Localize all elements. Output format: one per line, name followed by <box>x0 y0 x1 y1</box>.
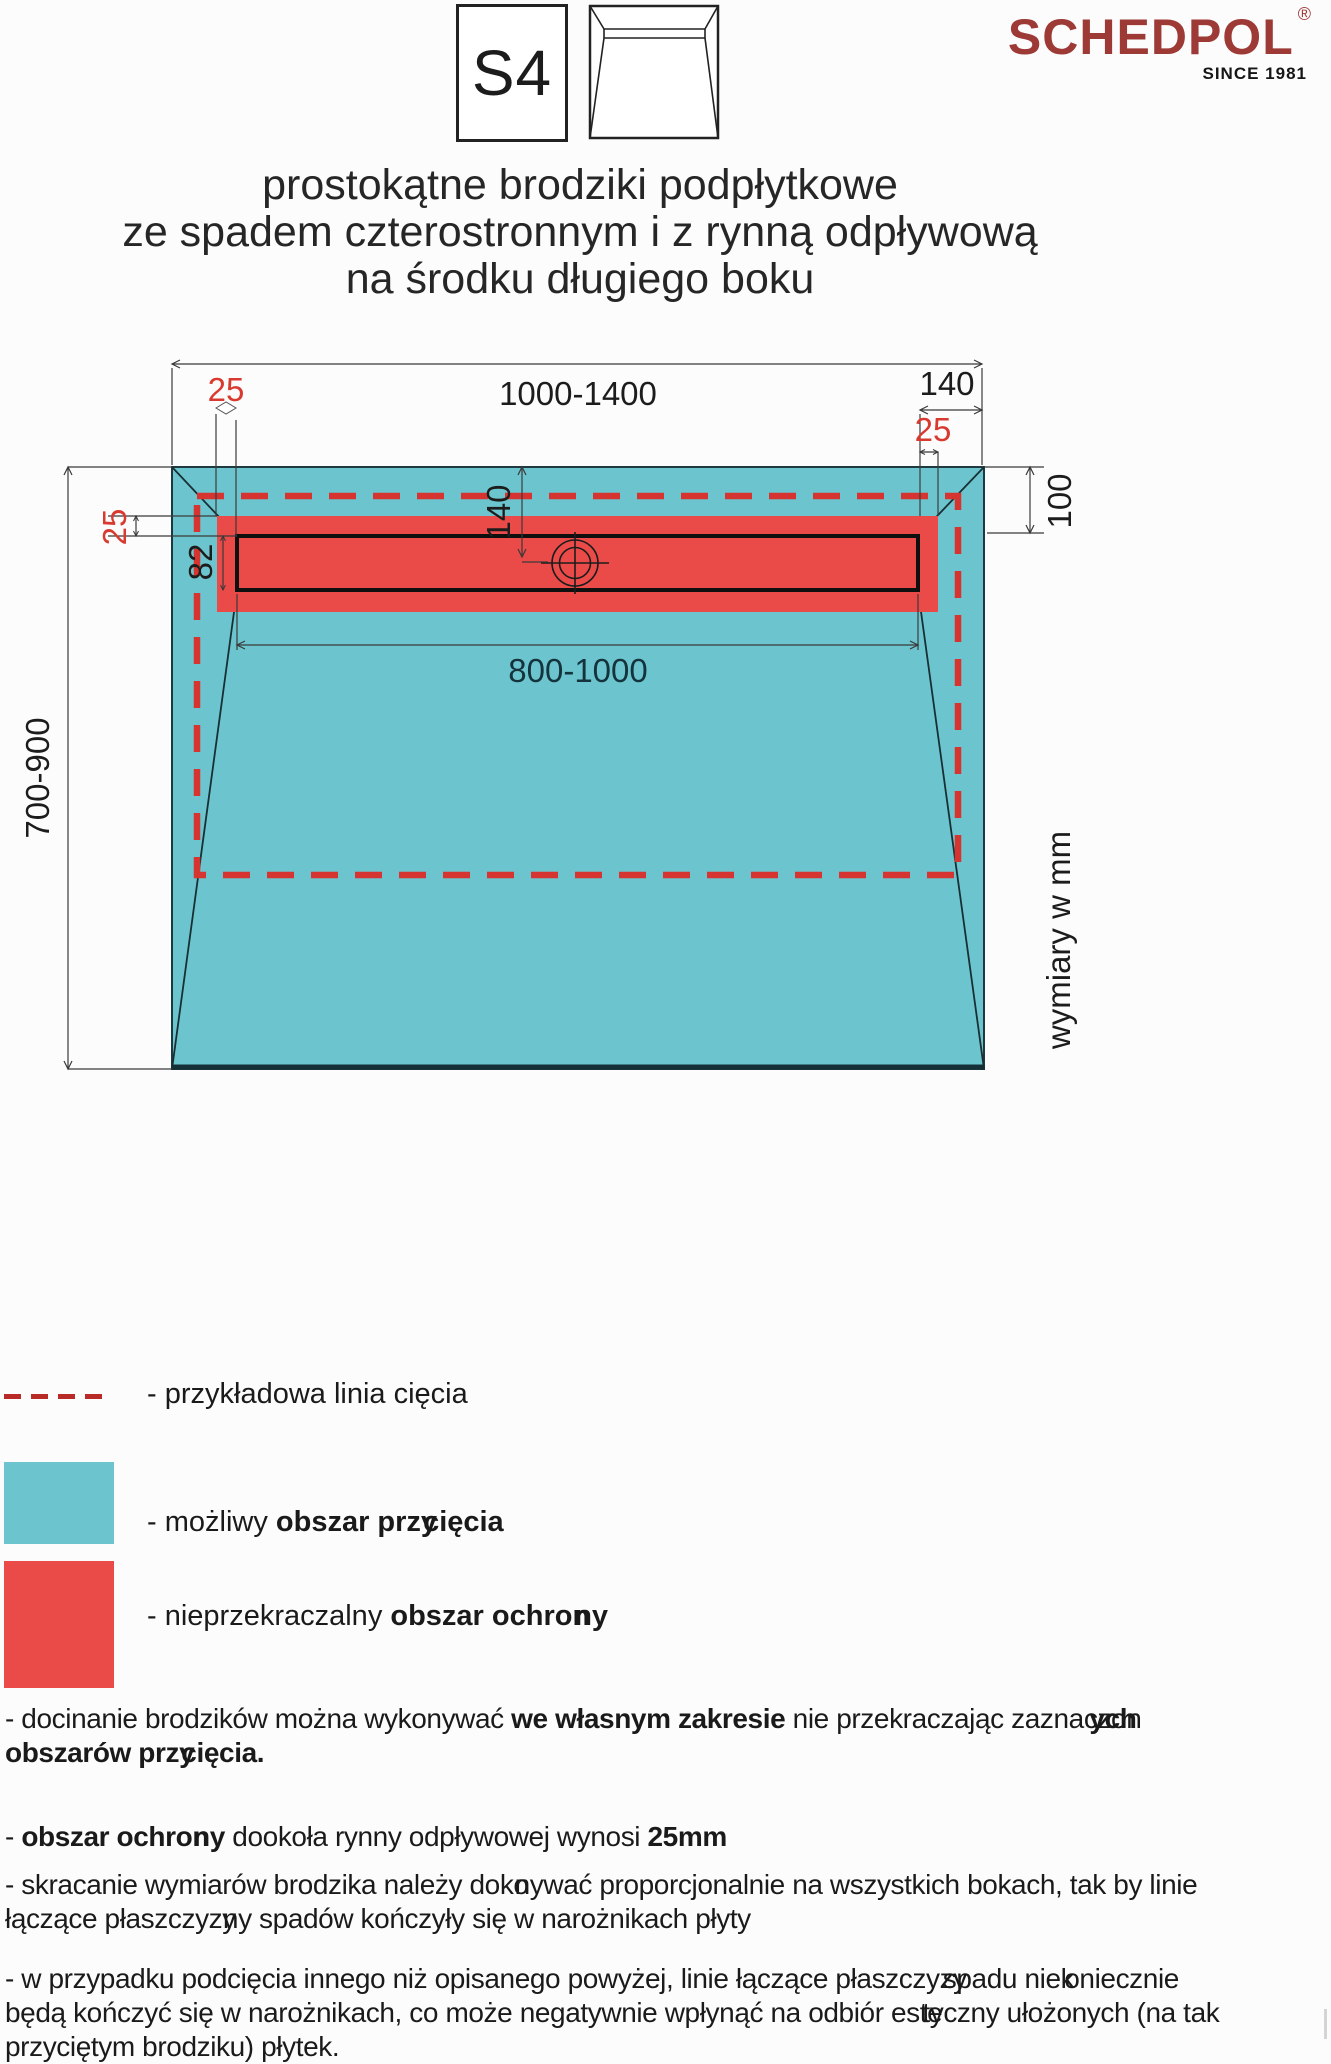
legend-cut-line-label: - przykładowa linia cięcia <box>147 1378 468 1410</box>
micro-watermark <box>1324 2009 1327 2039</box>
note-line: przyciętym brodziku) płytek. <box>5 2031 340 2062</box>
dim-right-offset: 140 <box>919 364 975 402</box>
note-line: - w przypadku podcięcia innego niż opisa… <box>5 1963 1179 1994</box>
legend-trim-area-label: - możliwy obszar przycięcia <box>147 1506 504 1538</box>
dim-channel-width: 800-1000 <box>508 651 648 689</box>
page-title-line2: ze spadem czterostronnym i z rynną odpły… <box>122 208 1038 256</box>
note-trimming: - docinanie brodzików można wykonywać we… <box>5 1702 1325 1770</box>
brand-logo: SCHEDPOL ® SINCE 1981 <box>947 4 1311 84</box>
note-line: - docinanie brodzików można wykonywać we… <box>5 1703 1142 1734</box>
units-note: wymiary w mm <box>1039 830 1077 1050</box>
brand-since: SINCE 1981 <box>1202 64 1307 83</box>
legend-trim-area-swatch <box>4 1462 114 1544</box>
dim-protect-left: 25 <box>95 508 133 546</box>
registered-mark: ® <box>1297 4 1311 24</box>
drain-symbol <box>541 532 609 594</box>
note-line: będą kończyć się w narożnikach, co może … <box>5 1997 1220 2028</box>
legend-protect-area-label: - nieprzekraczalny obszar ochronny <box>147 1600 609 1632</box>
dim-top-edge-offset: 100 <box>1040 473 1078 529</box>
note-proportional-cut: - skracanie wymiarów brodzika należy dok… <box>5 1868 1325 1936</box>
dim-protect-top-left: 25 <box>207 370 245 408</box>
dim-channel-height: 82 <box>181 543 219 581</box>
dimension-lines <box>63 359 1044 1071</box>
legend-cut-line-swatch <box>4 1394 112 1399</box>
dim-top-width: 1000-1400 <box>499 374 657 412</box>
note-line: łączące płaszczyzyny spadów kończyły się… <box>5 1903 751 1934</box>
brand-logo-text: SCHEDPOL <box>1007 9 1294 65</box>
note-line: - obszar ochronny dookoła rynny odpływow… <box>5 1821 727 1852</box>
note-other-cuts: - w przypadku podcięcia innego niż opisa… <box>5 1962 1325 2064</box>
product-code-box: S4 <box>456 4 568 142</box>
product-code: S4 <box>471 37 553 109</box>
note-protection-zone: - obszar ochronny dookoła rynny odpływow… <box>5 1820 1325 1854</box>
dim-center-offset: 140 <box>479 484 517 540</box>
page-title: prostokątne brodziki podpłytkowe ze spad… <box>0 162 1160 303</box>
dim-side-height: 700-900 <box>18 717 56 839</box>
dim-protect-right: 25 <box>914 410 952 448</box>
drain-channel <box>235 534 920 592</box>
note-line: - skracanie wymiarów brodzika należy dok… <box>5 1869 1198 1900</box>
note-line: obszarów przycięcia. <box>5 1737 265 1768</box>
page-title-line3: na środku długiego boku <box>345 255 815 303</box>
s4-pictogram-icon <box>588 4 720 140</box>
page-title-line1: prostokątne brodziki podpłytkowe <box>262 161 898 209</box>
legend-protect-area-swatch <box>4 1561 114 1688</box>
cut-line <box>193 492 962 879</box>
